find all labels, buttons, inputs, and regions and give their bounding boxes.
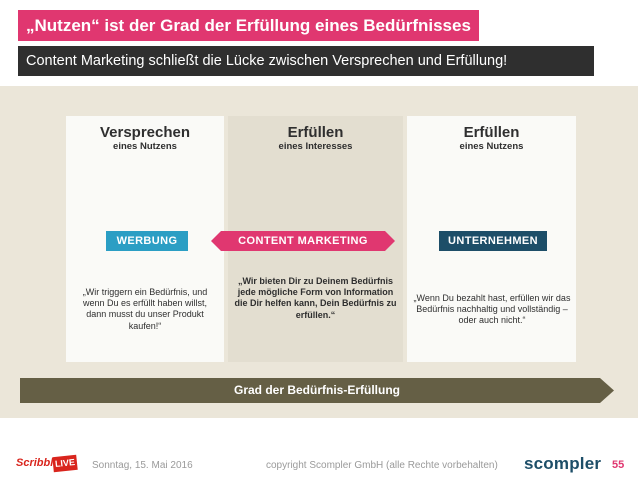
column-3-heading: Erfüllen [463,124,520,141]
column-1-header: Versprechen eines Nutzens [66,124,224,153]
column-2-heading: Erfüllen [287,124,344,141]
footer-date: Sonntag, 15. Mai 2016 [92,460,193,471]
content-marketing-arrow-shape [211,231,395,251]
grad-arrow-label: Grad der Bedürfnis-Erfüllung [233,383,400,397]
unternehmen-label: UNTERNEHMEN [439,231,547,251]
scribble-logo-text: Scribble [16,457,60,469]
column-2-header: Erfüllen eines Interesses [228,124,403,153]
page-number: 55 [612,459,625,471]
werbung-label: WERBUNG [106,231,188,251]
footer-copyright: copyright Scompler GmbH (alle Rechte vor… [266,460,498,471]
scribble-live-logo: Scribble LIVE [16,454,78,473]
slide-subtitle: Content Marketing schließt die Lücke zwi… [18,46,594,76]
content-marketing-label-text: CONTENT MARKETING [238,235,368,247]
slide-title: „Nutzen“ ist der Grad der Erfüllung eine… [18,10,479,41]
column-3-header: Erfüllen eines Nutzens [407,124,576,153]
column-3-quote: „Wenn Du bezahlt hast, erfüllen wir das … [413,293,571,326]
column-1-subheading: eines Nutzens [113,141,177,152]
column-2-subheading: eines Interesses [278,141,353,152]
live-logo-badge: LIVE [52,454,78,473]
scompler-logo: scompler [524,454,602,473]
right-arrow-shape [20,378,614,403]
grad-arrow-bar: Grad der Bedürfnis-Erfüllung [20,378,614,403]
column-2-quote: „Wir bieten Dir zu Deinem Bedürfnis jede… [234,276,397,320]
column-1-heading: Versprechen [99,124,191,141]
content-marketing-label: CONTENT MARKETING [211,231,395,251]
column-3-subheading: eines Nutzens [459,141,524,152]
column-1-quote: „Wir triggern ein Bedürfnis, und wenn Du… [82,287,208,331]
